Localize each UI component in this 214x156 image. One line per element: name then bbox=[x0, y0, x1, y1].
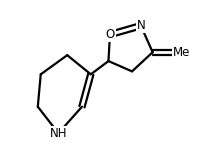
Text: O: O bbox=[105, 28, 114, 41]
Text: N: N bbox=[137, 19, 145, 32]
Text: Me: Me bbox=[173, 46, 191, 59]
Text: NH: NH bbox=[50, 127, 67, 140]
